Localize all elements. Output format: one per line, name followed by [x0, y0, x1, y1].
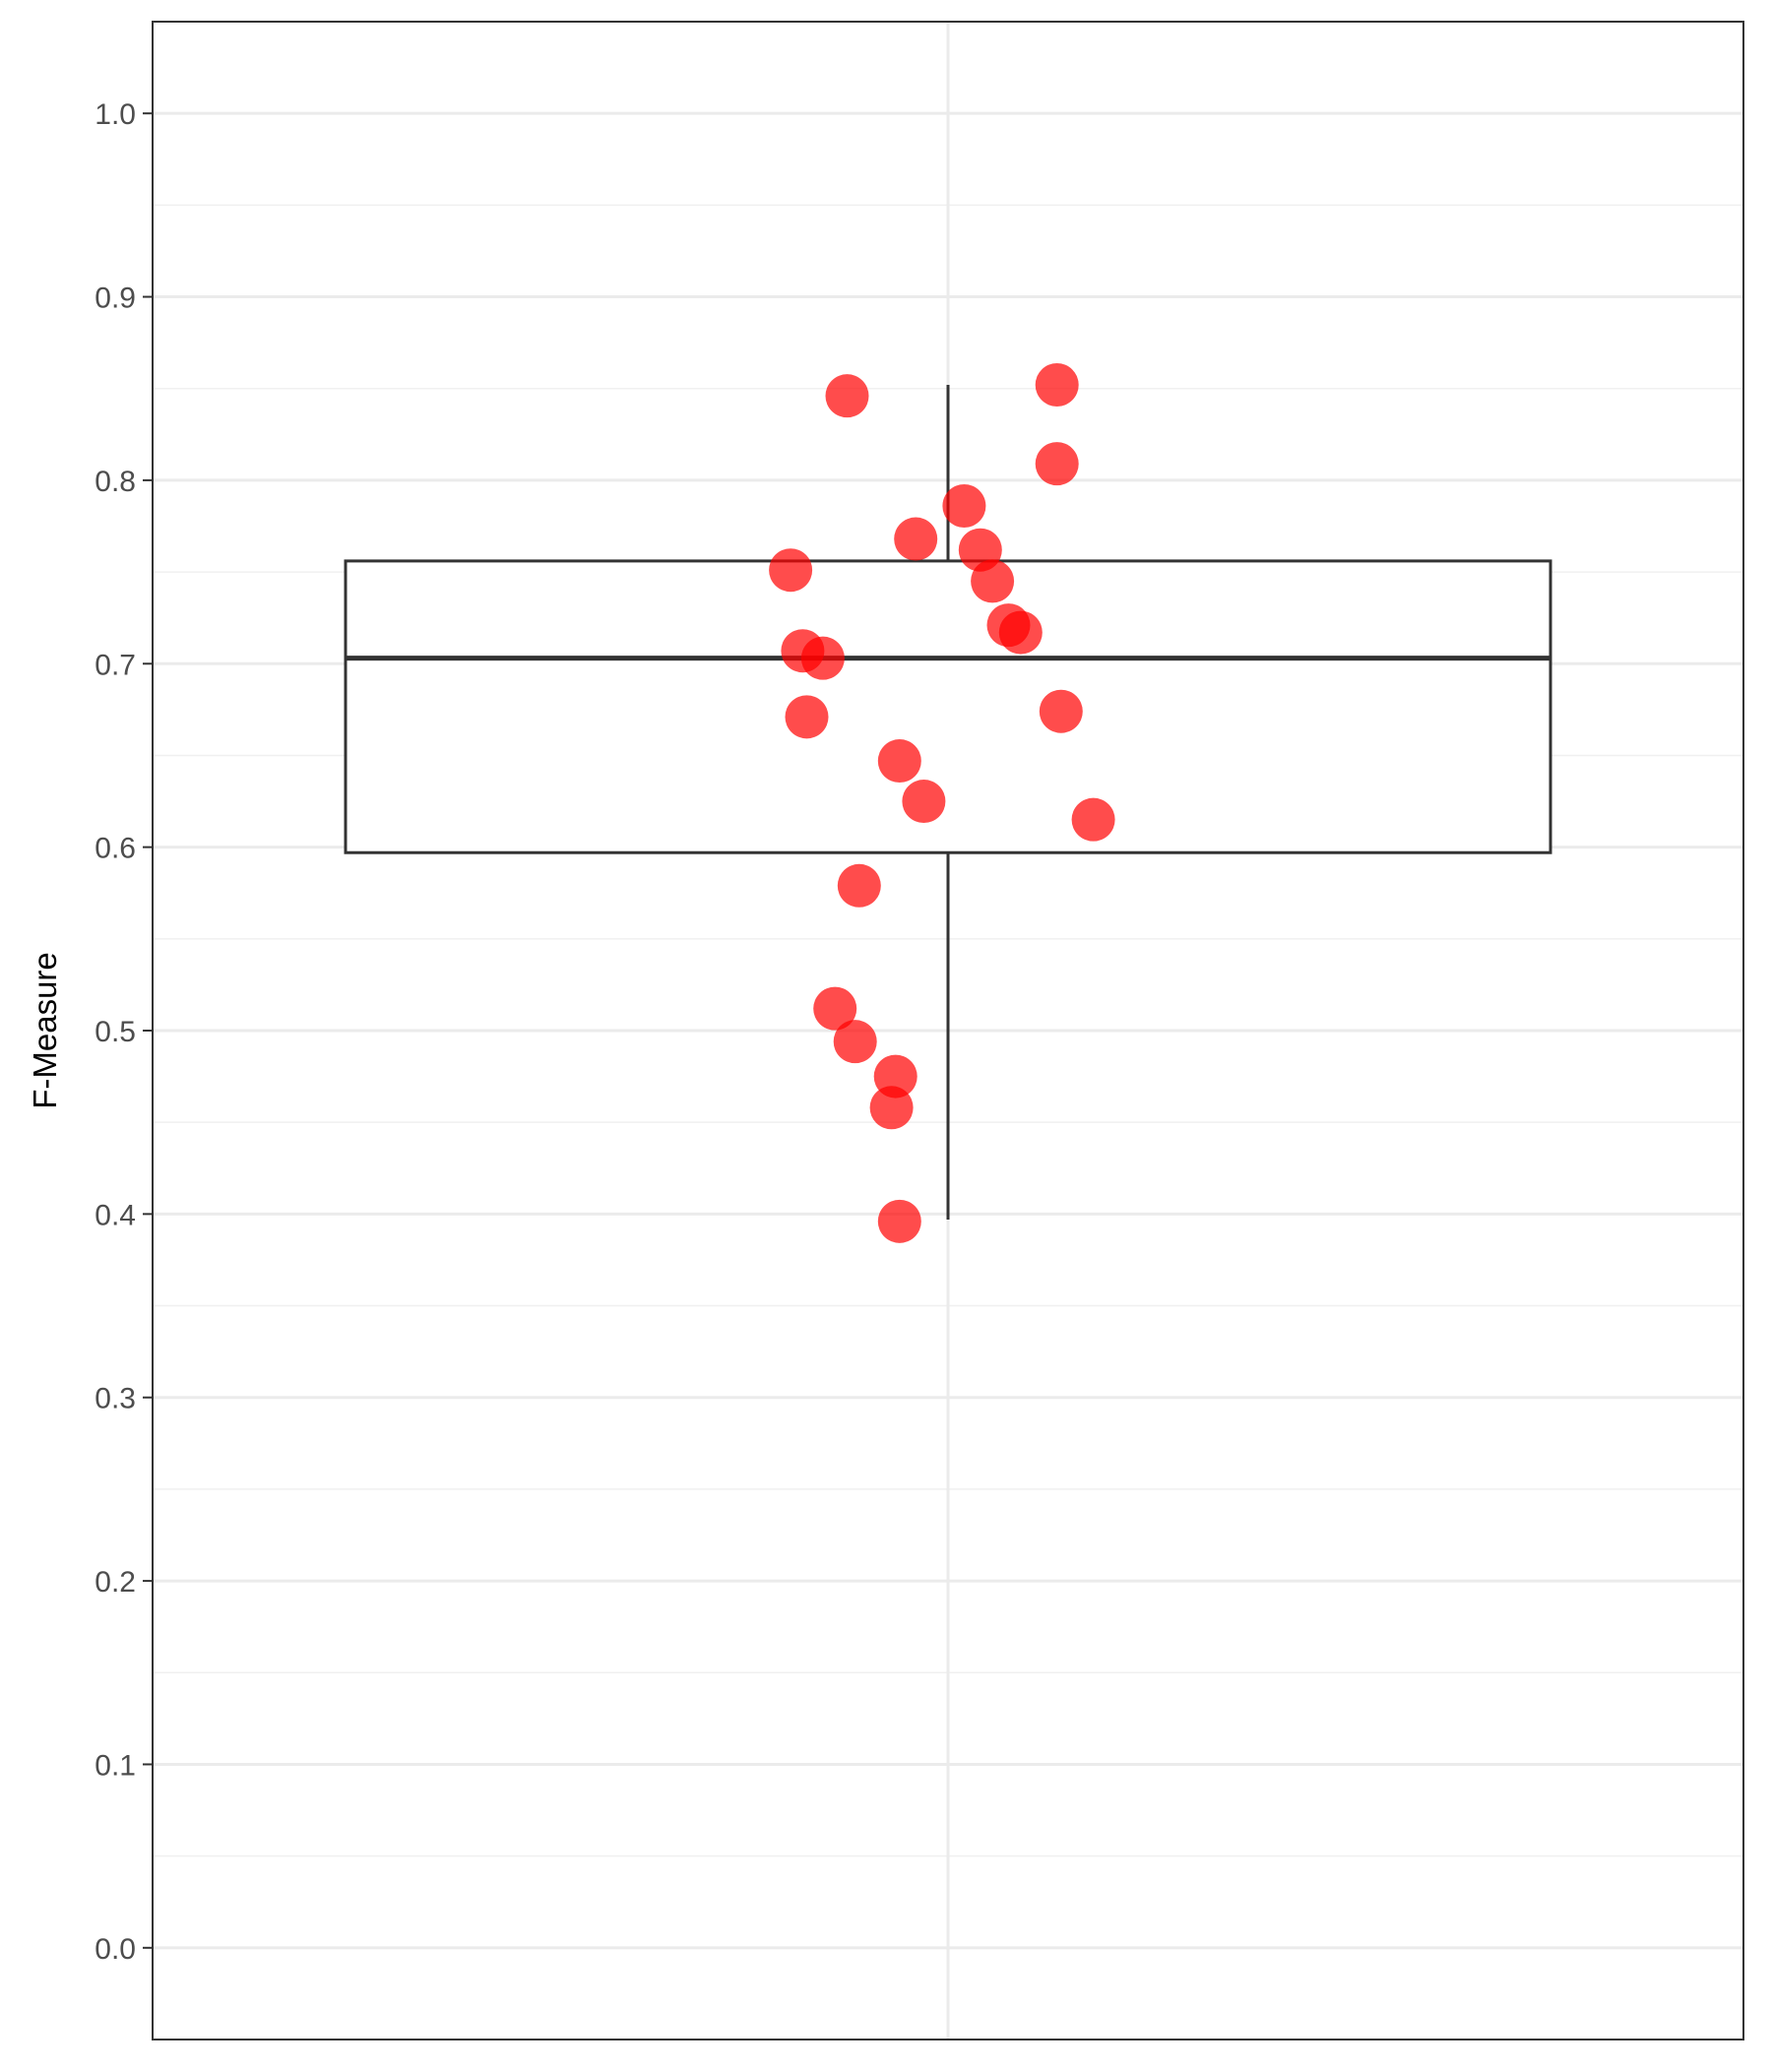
y-tick-label: 0.3: [95, 1383, 136, 1415]
data-point: [1072, 798, 1115, 842]
data-point: [870, 1086, 914, 1129]
data-point: [902, 780, 945, 823]
data-point: [1036, 363, 1079, 407]
data-point: [838, 864, 881, 908]
data-point: [878, 739, 921, 783]
iqr-box: [346, 561, 1550, 852]
data-point: [999, 611, 1043, 655]
y-tick-label: 0.8: [95, 466, 136, 498]
data-point: [1040, 690, 1083, 733]
y-tick-label: 0.1: [95, 1749, 136, 1782]
y-axis-label: F-Measure: [27, 952, 63, 1109]
data-point: [1036, 442, 1079, 485]
data-point: [834, 1020, 877, 1063]
data-point: [894, 518, 937, 561]
data-point: [971, 559, 1014, 602]
y-tick-label: 0.2: [95, 1566, 136, 1599]
y-axis: 0.0 0.1 0.2 0.3 0.4 0.5 0.6 0.7 0.8 0.9 1.0: [95, 98, 153, 1966]
y-tick-label: 0.4: [95, 1199, 136, 1231]
y-tick-label: 0.5: [95, 1016, 136, 1048]
y-tick-label: 0.0: [95, 1933, 136, 1966]
y-tick-label: 1.0: [95, 98, 136, 131]
y-tick-label: 0.7: [95, 649, 136, 681]
data-point: [786, 695, 829, 738]
y-tick-label: 0.6: [95, 833, 136, 865]
data-point: [878, 1200, 921, 1243]
data-point: [826, 374, 869, 417]
data-point: [769, 548, 812, 592]
y-tick-label: 0.9: [95, 283, 136, 315]
data-point: [801, 637, 845, 680]
data-point: [942, 484, 985, 528]
